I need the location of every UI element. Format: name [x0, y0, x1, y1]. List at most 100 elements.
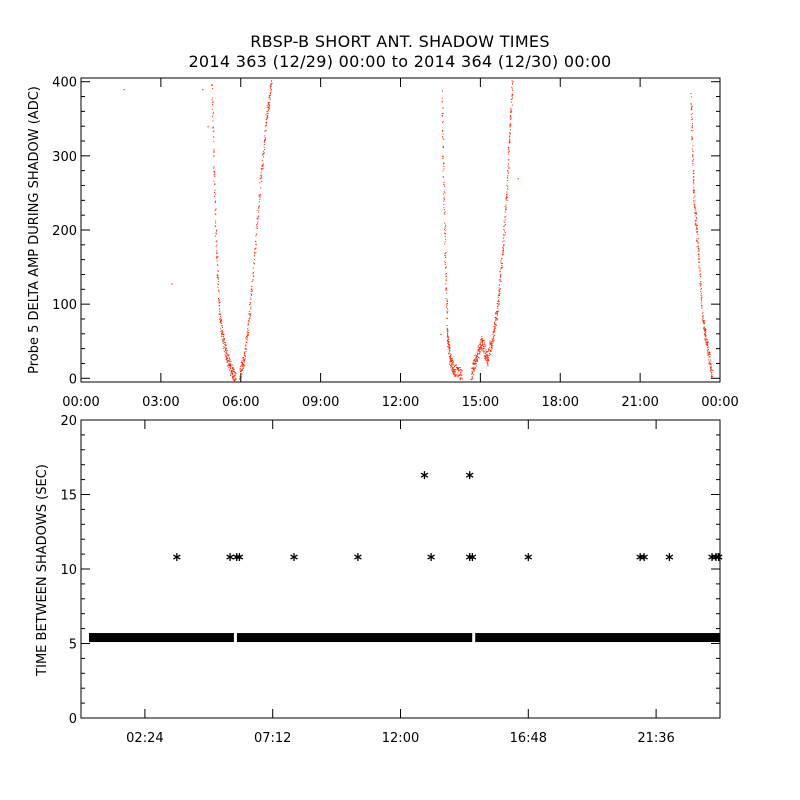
data-point [213, 170, 215, 172]
data-point [267, 110, 269, 112]
data-point [216, 256, 218, 258]
data-point [507, 177, 509, 179]
data-point [504, 232, 506, 233]
data-point [227, 354, 229, 356]
data-point [497, 314, 498, 316]
data-point [444, 260, 446, 262]
data-point [445, 292, 447, 294]
y-tick-label: 0 [69, 712, 77, 727]
data-point [443, 181, 445, 183]
data-point [472, 363, 474, 365]
data-point [247, 335, 249, 337]
data-point [243, 357, 245, 359]
data-point [500, 263, 502, 265]
data-point [495, 319, 497, 321]
data-point [254, 248, 256, 250]
data-point [212, 113, 214, 115]
data-point [690, 102, 692, 104]
data-point [243, 366, 245, 368]
data-point [695, 210, 697, 212]
data-point [691, 137, 693, 139]
data-point [218, 299, 220, 301]
data-point [225, 350, 227, 351]
data-point [477, 353, 479, 355]
data-point [710, 368, 712, 370]
data-point [257, 218, 259, 220]
data-point [512, 90, 514, 91]
data-point [455, 369, 457, 371]
data-point [443, 209, 445, 211]
data-point [698, 258, 700, 260]
data-point [498, 301, 500, 303]
data-point [452, 368, 454, 370]
data-point [254, 248, 255, 250]
data-point [508, 147, 510, 149]
data-point [448, 352, 450, 354]
data-point [506, 193, 508, 195]
data-point [458, 370, 460, 372]
data-point [442, 158, 444, 159]
data-point [499, 279, 501, 281]
data-point [263, 156, 265, 158]
data-point [692, 127, 693, 129]
data-point [475, 362, 476, 364]
data-point [244, 353, 246, 355]
data-point [260, 187, 262, 189]
data-point [449, 357, 451, 359]
data-point [254, 252, 256, 254]
data-point [257, 223, 259, 225]
data-point [212, 101, 214, 103]
data-point [452, 367, 454, 369]
data-point [240, 374, 242, 376]
data-point [478, 349, 480, 350]
data-point [225, 356, 227, 358]
data-point [444, 232, 446, 234]
data-point [255, 244, 257, 246]
data-point [230, 368, 231, 369]
data-point [218, 305, 220, 307]
data-point [508, 163, 509, 165]
data-point [692, 177, 694, 179]
data-point [234, 377, 236, 379]
data-point [454, 365, 456, 367]
data-point [708, 356, 710, 358]
data-point [476, 351, 478, 353]
data-point [214, 235, 216, 237]
data-point [507, 170, 508, 171]
data-point [484, 359, 486, 361]
data-point [448, 353, 449, 355]
data-point [270, 90, 272, 92]
data-point [492, 336, 494, 338]
x-tick-label: 09:00 [302, 395, 339, 410]
data-point [457, 368, 459, 370]
data-point [241, 365, 242, 367]
data-point [442, 133, 444, 135]
data-point [696, 240, 697, 242]
data-point [503, 235, 505, 237]
data-point [481, 345, 482, 347]
data-point [489, 344, 491, 346]
data-point [505, 208, 507, 210]
data-point [500, 274, 501, 276]
data-point [493, 335, 495, 337]
data-point [455, 373, 457, 375]
data-point [215, 200, 217, 202]
data-point [511, 104, 513, 106]
data-point [694, 220, 696, 222]
data-point [694, 205, 696, 207]
data-point [244, 358, 246, 360]
data-point [478, 349, 480, 351]
data-point [223, 334, 225, 336]
data-point [707, 341, 709, 343]
data-point [270, 84, 272, 86]
data-point [490, 350, 492, 352]
data-point [211, 84, 213, 86]
data-point [263, 144, 265, 146]
data-point [691, 106, 693, 108]
data-point [235, 379, 237, 381]
data-point [499, 271, 501, 273]
data-point [444, 230, 446, 232]
data-point [483, 347, 485, 349]
data-point [505, 208, 507, 210]
data-point [213, 166, 215, 168]
